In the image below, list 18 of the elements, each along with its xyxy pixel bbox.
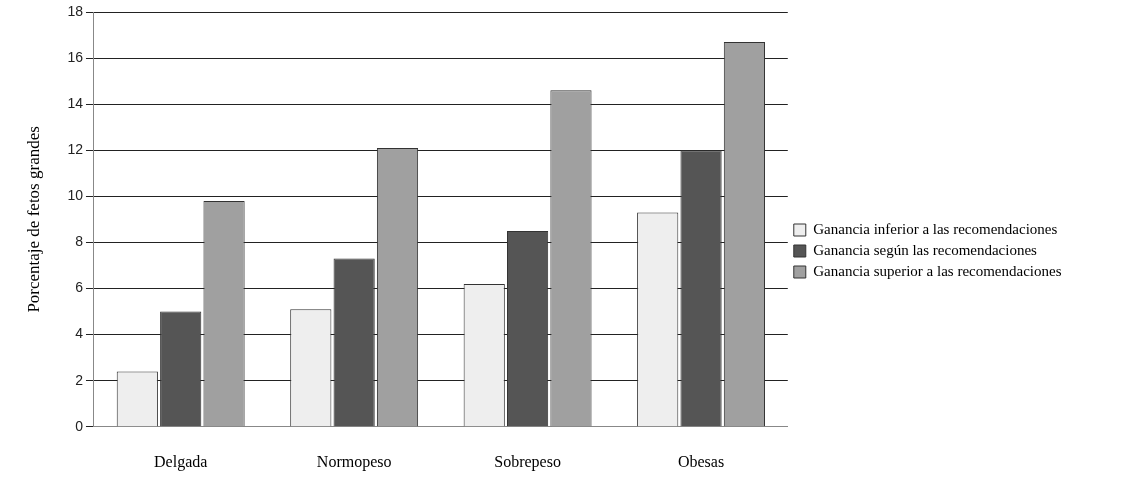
y-tick-label: 14: [67, 95, 84, 112]
y-tick-label: 2: [75, 371, 84, 388]
y-tick-label: 4: [75, 325, 84, 342]
y-tick-label: 18: [67, 2, 84, 19]
x-tick-label: Delgada: [154, 452, 208, 471]
y-tick-label: 6: [75, 279, 84, 296]
legend-label: Ganancia inferior a las recomendaciones: [813, 220, 1080, 237]
y-tick-label: 8: [75, 233, 84, 250]
legend-label: Ganancia superior a las recomendaciones: [813, 262, 1084, 279]
x-tick-label: Normopeso: [316, 452, 392, 471]
x-tick-label: Sobrepeso: [494, 452, 561, 471]
y-tick-label: 0: [75, 417, 84, 434]
x-tick-label: Obesas: [677, 452, 725, 470]
y-axis-title: Porcentaje de fetos grandes: [23, 126, 43, 313]
legend-label: Ganancia según las recomendaciones: [813, 241, 1060, 258]
y-tick-label: 16: [67, 48, 84, 65]
y-tick-label: 12: [67, 141, 84, 158]
y-tick-label: 10: [67, 187, 84, 204]
